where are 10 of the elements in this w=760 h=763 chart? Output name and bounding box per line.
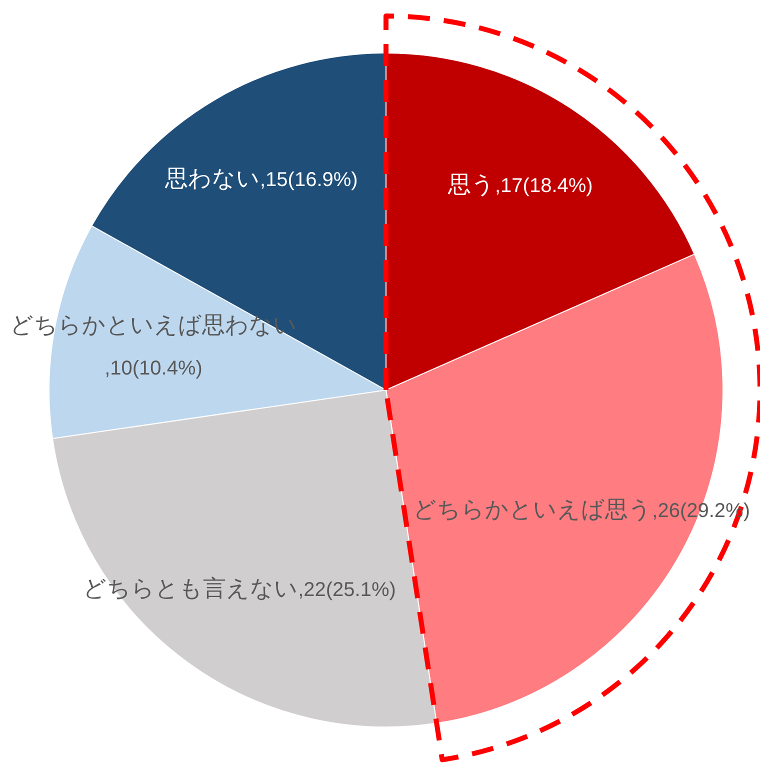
slice-label: 思わない: [164, 165, 260, 192]
slice-label: 思う: [446, 171, 495, 198]
slice-label: どちらかといえば思う: [413, 496, 652, 522]
data-label: ,15(16.9%): [260, 169, 358, 192]
data-label: ,10(10.4%): [104, 358, 202, 380]
data-label: ,22(25.1%): [298, 578, 396, 601]
slice-label: どちらとも言えない: [83, 574, 298, 601]
data-label: ,26(29.2%): [652, 500, 750, 522]
data-label: ,17(18.4%): [494, 175, 593, 198]
slice-label: どちらかといえば思わない: [10, 312, 297, 338]
